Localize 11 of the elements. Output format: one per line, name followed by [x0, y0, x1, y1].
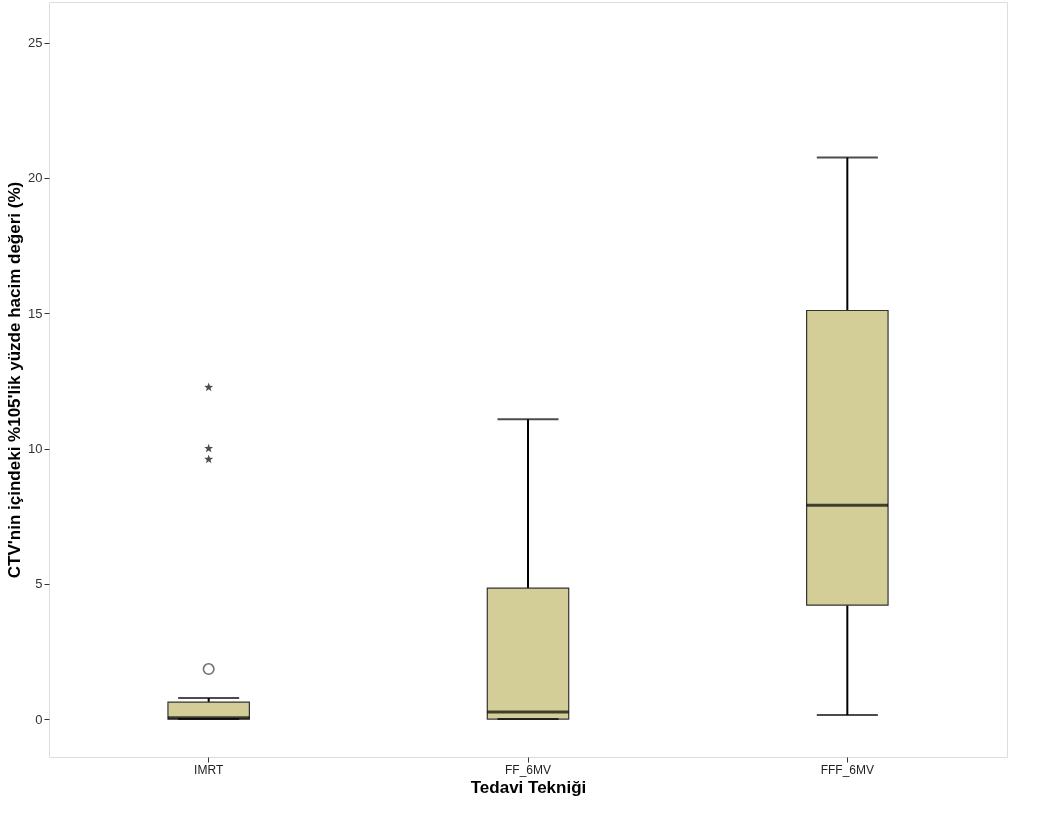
y-tick-label: 0 — [35, 711, 43, 727]
x-tick-label: FFF_6MV — [820, 762, 875, 777]
x-tick-label: FF_6MV — [504, 762, 552, 777]
y-tick-label: 20 — [28, 170, 43, 186]
y-tick-label: 25 — [28, 35, 43, 51]
y-tick-label: 5 — [35, 576, 43, 592]
y-tick-label: 10 — [28, 441, 43, 457]
y-axis-title: CTV'nin içindeki %105'lik yüzde hacim değeri (%) — [5, 181, 25, 579]
y-tick-label: 15 — [28, 305, 43, 321]
x-axis-title: Tedavi Tekniği — [470, 777, 587, 797]
x-tick-label: IMRT — [194, 762, 224, 777]
